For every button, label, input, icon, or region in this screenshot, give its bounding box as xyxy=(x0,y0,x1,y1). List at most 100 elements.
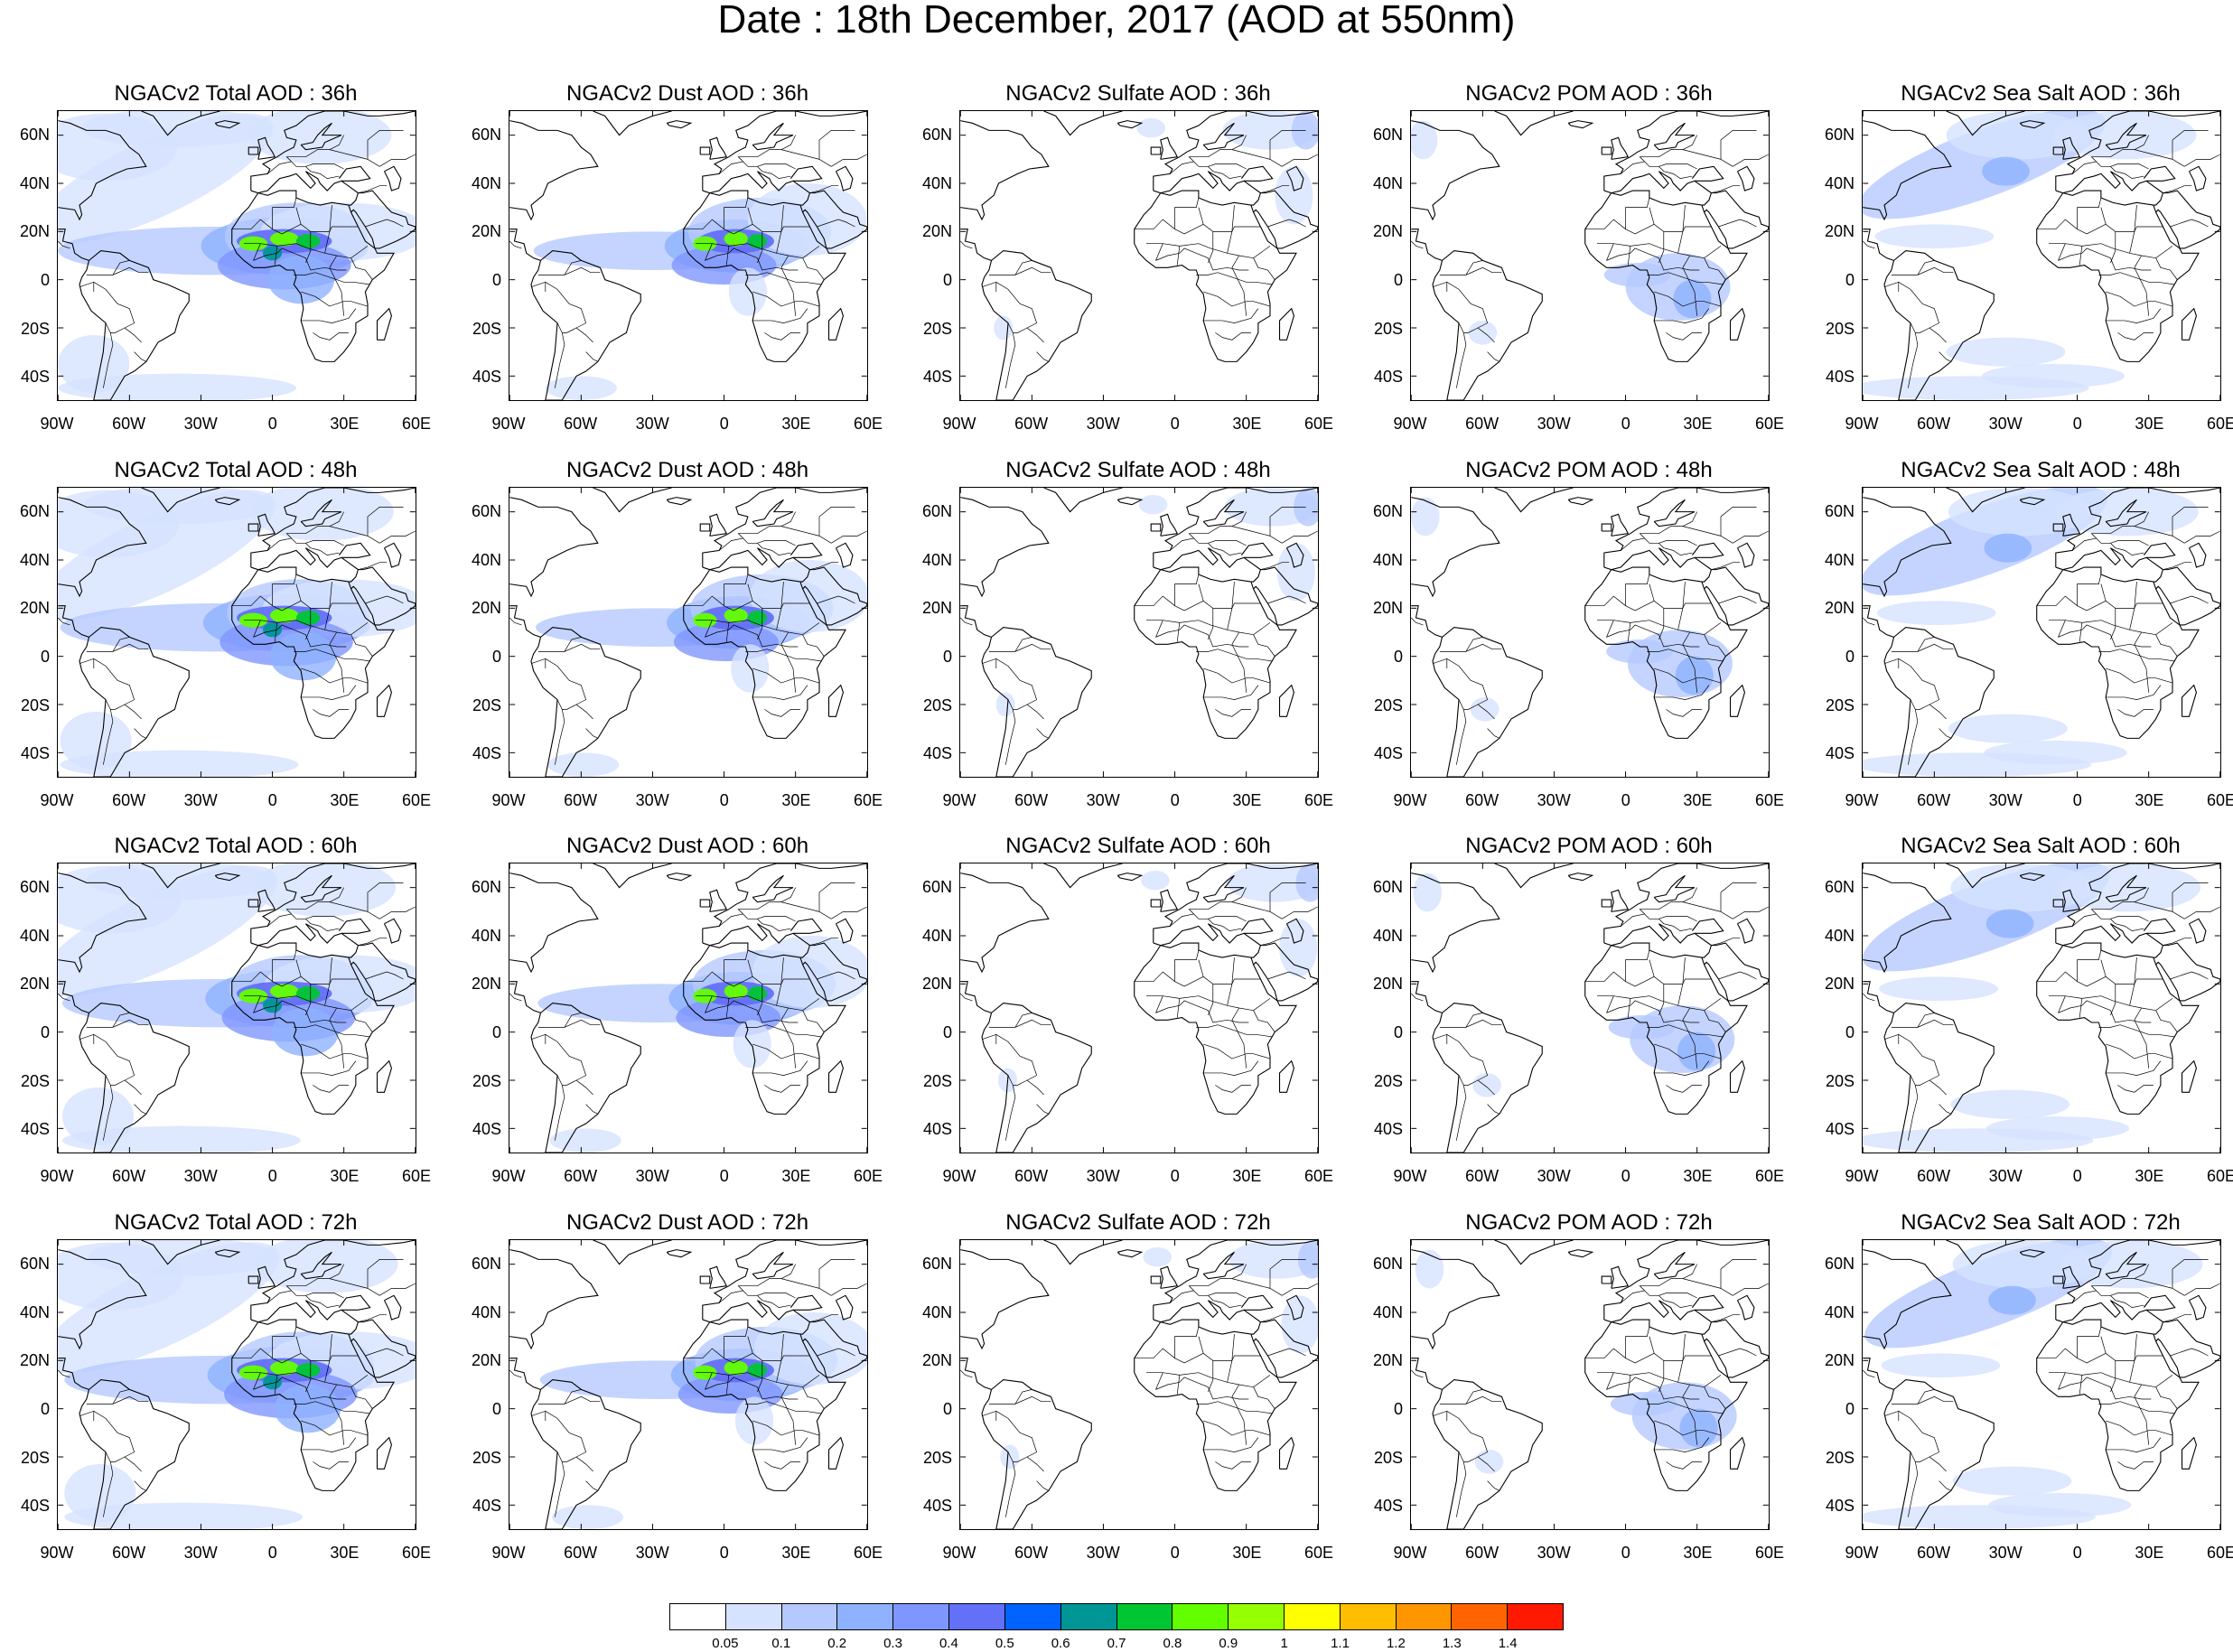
coastline xyxy=(1603,171,1713,206)
lon-label: 90W xyxy=(1845,415,1879,433)
coastline xyxy=(1153,488,1318,568)
country-border xyxy=(86,643,149,652)
country-border xyxy=(960,617,973,626)
coastline xyxy=(789,918,823,934)
country-border xyxy=(329,1264,344,1279)
lon-label: 0 xyxy=(1621,1167,1630,1185)
coastline xyxy=(2143,1294,2176,1311)
country-border xyxy=(1193,1290,1247,1299)
country-border xyxy=(102,699,114,765)
country-border xyxy=(724,1326,749,1358)
lon-label: 60W xyxy=(564,1167,598,1185)
country-border xyxy=(1036,1104,1049,1115)
country-border xyxy=(1682,887,1697,902)
country-border xyxy=(1682,1334,1686,1361)
country-border xyxy=(1269,882,1306,912)
country-border xyxy=(2110,1360,2116,1393)
map-panel: NGACv2 Dust AOD : 48h 60N 40N 20N 0 20S 40S 90W… xyxy=(456,460,908,821)
lon-label: 60E xyxy=(1303,1167,1334,1185)
country-border xyxy=(1677,231,1684,254)
coastline xyxy=(257,513,276,537)
country-border xyxy=(1898,282,1947,343)
country-border xyxy=(1487,1104,1500,1115)
country-border xyxy=(1606,620,1614,638)
coastline xyxy=(709,1265,728,1289)
country-border xyxy=(1267,971,1306,980)
coastline xyxy=(2188,918,2207,944)
country-border xyxy=(365,595,404,604)
country-border xyxy=(1654,1060,1710,1076)
lon-label: 60E xyxy=(2206,1544,2233,1562)
country-border xyxy=(2058,620,2066,638)
coastline xyxy=(1202,499,1245,527)
country-border xyxy=(695,1372,820,1388)
country-border xyxy=(1596,620,1722,636)
coastline xyxy=(960,605,992,638)
coastline xyxy=(2188,1294,2207,1321)
coastline xyxy=(1116,873,1144,882)
aod-plume xyxy=(1411,120,1438,160)
map-panel: NGACv2 POM AOD : 36h 60N 40N 20N 0 20S 40S 90W 6… xyxy=(1358,83,1809,444)
lon-label: 0 xyxy=(719,415,729,433)
panel-title: NGACv2 Sea Salt AOD : 60h xyxy=(1901,834,2181,858)
country-border xyxy=(2106,291,2173,307)
country-border xyxy=(58,240,70,249)
coastline xyxy=(257,889,276,912)
coastline xyxy=(1863,605,1894,638)
lon-label: 30E xyxy=(1232,1167,1262,1185)
country-border xyxy=(831,906,867,919)
country-border xyxy=(253,247,347,271)
country-border xyxy=(1677,608,1684,630)
lat-label: 40N xyxy=(921,173,952,192)
aod-plume xyxy=(1275,166,1313,225)
lat-label: 20S xyxy=(20,1071,50,1090)
country-border xyxy=(379,530,416,544)
coastline xyxy=(960,873,1050,974)
lat-label: 0 xyxy=(1845,1399,1855,1418)
country-border xyxy=(2134,1264,2149,1279)
country-border xyxy=(554,1075,565,1141)
coastline xyxy=(250,1240,416,1321)
country-border xyxy=(379,906,416,919)
country-border xyxy=(1733,530,1769,544)
country-border xyxy=(2117,1461,2154,1470)
coastline xyxy=(835,918,854,944)
lon-label: 30E xyxy=(1232,415,1262,433)
coastline xyxy=(666,873,693,882)
country-border xyxy=(725,1375,730,1395)
country-border xyxy=(1647,272,1724,285)
country-border xyxy=(301,685,357,700)
country-border xyxy=(2170,971,2209,980)
country-border xyxy=(1439,643,1502,652)
colorbar-label: 0.7 xyxy=(1107,1636,1126,1651)
coastline xyxy=(1601,523,1612,532)
colorbar-label: 0.2 xyxy=(827,1636,847,1651)
country-border xyxy=(58,993,70,1002)
coastline xyxy=(789,542,823,558)
country-border xyxy=(1269,507,1306,537)
map-frame xyxy=(57,487,416,778)
country-border xyxy=(1649,207,1655,225)
lat-label: 0 xyxy=(1845,270,1855,289)
country-border xyxy=(1231,957,1235,985)
lon-label: 90W xyxy=(1393,1544,1427,1562)
country-border xyxy=(301,291,369,307)
country-border xyxy=(1939,1480,1951,1491)
coastline xyxy=(1863,981,1894,1013)
aod-plume xyxy=(733,1020,771,1069)
colorbar-swatch xyxy=(1396,1604,1453,1629)
country-border xyxy=(1267,1348,1306,1357)
lat-label: 40N xyxy=(1824,550,1855,569)
coastline xyxy=(1278,684,1295,717)
country-border xyxy=(780,1334,784,1361)
country-border xyxy=(757,1295,791,1309)
country-border xyxy=(752,685,808,700)
country-border xyxy=(1004,699,1016,765)
lat-label: 40N xyxy=(1824,173,1855,192)
country-border xyxy=(2106,667,2173,684)
coastline xyxy=(2055,1240,2220,1321)
country-border xyxy=(1465,1013,1483,1028)
country-border xyxy=(1720,882,1757,912)
country-border xyxy=(1455,699,1467,765)
country-border xyxy=(745,1401,822,1414)
